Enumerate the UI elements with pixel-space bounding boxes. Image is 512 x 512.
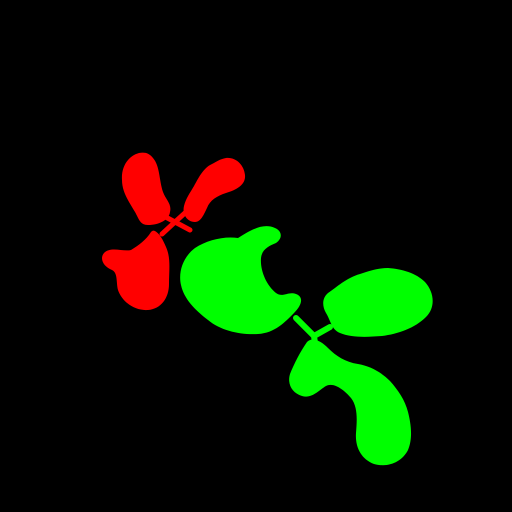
green-leaf-left xyxy=(180,226,302,335)
plant-red xyxy=(101,152,246,311)
green-leaf-right xyxy=(323,268,433,337)
green-leaf-lower xyxy=(289,339,412,466)
red-stem xyxy=(157,209,193,237)
red-leaf-lower xyxy=(101,230,170,311)
red-leaf-upper-right xyxy=(183,157,246,222)
plant-green xyxy=(180,226,433,466)
red-leaf-upper-left xyxy=(121,152,171,225)
green-stem xyxy=(293,315,333,353)
